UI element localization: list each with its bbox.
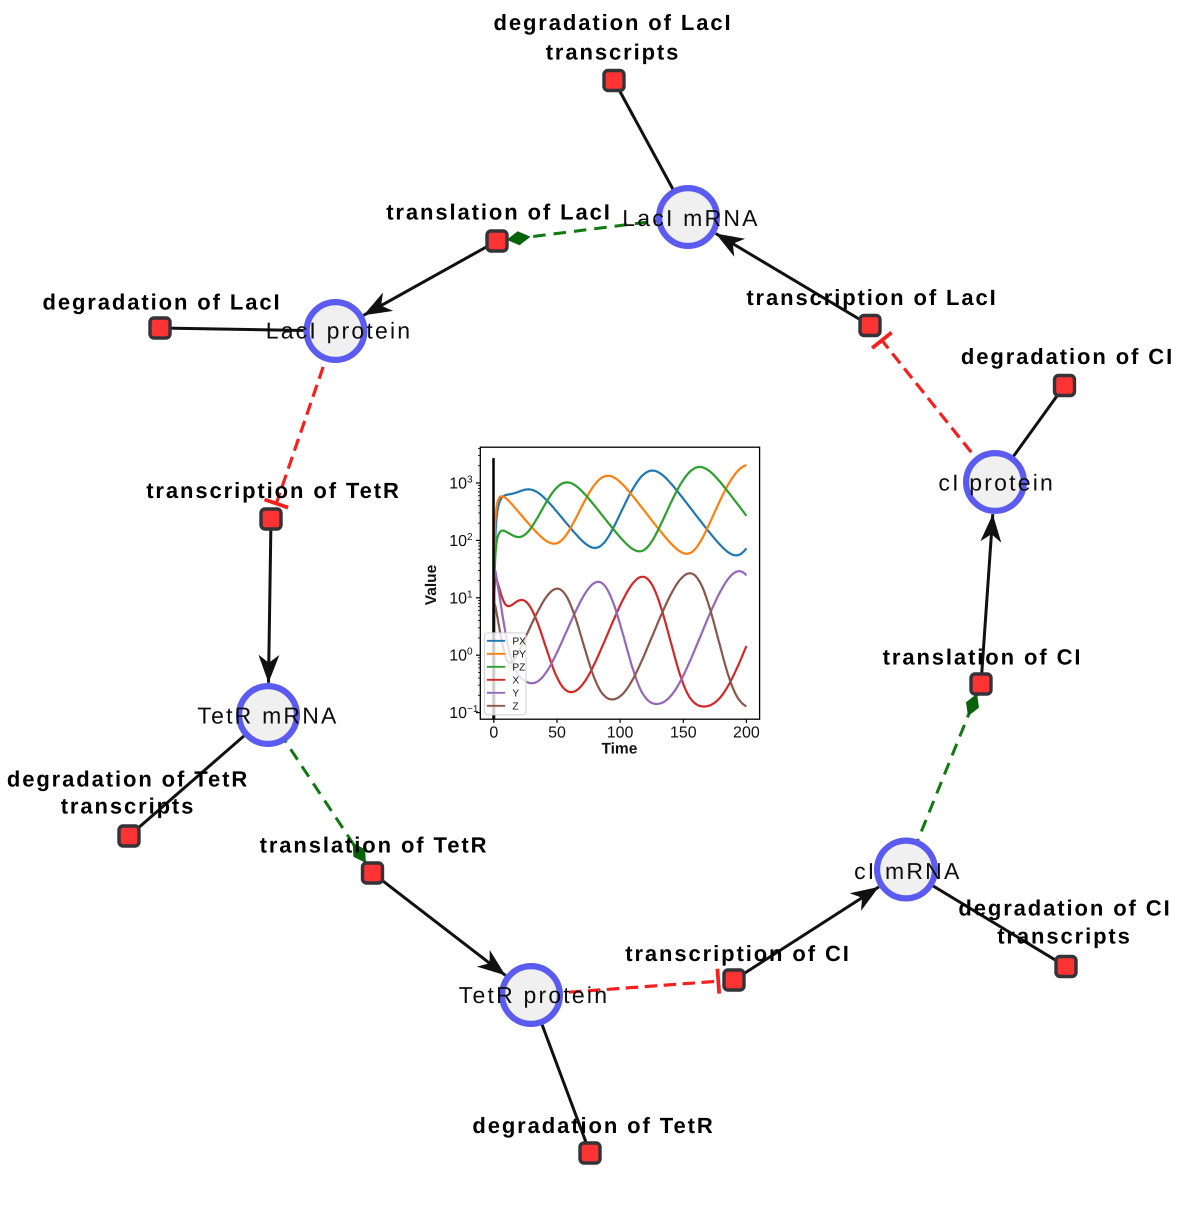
svg-text:Value: Value xyxy=(423,564,440,605)
svg-text:−1: −1 xyxy=(467,704,479,715)
svg-text:transcription of CI: transcription of CI xyxy=(625,941,851,966)
svg-text:degradation of TetR: degradation of TetR xyxy=(472,1113,714,1138)
svg-text:LacI mRNA: LacI mRNA xyxy=(622,205,759,231)
svg-text:TetR protein: TetR protein xyxy=(459,982,609,1008)
svg-text:0: 0 xyxy=(467,647,473,658)
svg-text:translation of CI: translation of CI xyxy=(883,645,1083,670)
svg-text:TetR mRNA: TetR mRNA xyxy=(197,703,338,729)
svg-text:10: 10 xyxy=(449,476,467,493)
svg-text:transcripts: transcripts xyxy=(61,794,196,819)
svg-text:PZ: PZ xyxy=(512,662,525,673)
svg-text:degradation of LacI: degradation of LacI xyxy=(493,10,732,35)
svg-text:Z: Z xyxy=(512,701,518,712)
svg-text:PY: PY xyxy=(512,649,526,660)
svg-text:transcription of LacI: transcription of LacI xyxy=(746,285,997,310)
svg-text:10: 10 xyxy=(449,590,467,607)
svg-text:0: 0 xyxy=(489,725,498,742)
svg-text:degradation of CI: degradation of CI xyxy=(958,896,1171,921)
svg-text:transcripts: transcripts xyxy=(546,40,681,65)
svg-text:10: 10 xyxy=(449,705,467,722)
svg-text:cI protein: cI protein xyxy=(938,470,1055,496)
svg-text:degradation of LacI: degradation of LacI xyxy=(42,290,281,315)
svg-text:PX: PX xyxy=(512,636,526,647)
svg-text:10: 10 xyxy=(449,533,467,550)
svg-text:100: 100 xyxy=(607,725,634,742)
svg-text:X: X xyxy=(512,675,519,686)
svg-text:Y: Y xyxy=(512,688,519,699)
svg-text:transcripts: transcripts xyxy=(997,924,1132,949)
svg-text:degradation of TetR: degradation of TetR xyxy=(7,767,249,792)
svg-text:200: 200 xyxy=(733,725,760,742)
svg-text:1: 1 xyxy=(467,589,473,600)
svg-text:translation of TetR: translation of TetR xyxy=(260,833,489,858)
svg-text:cI mRNA: cI mRNA xyxy=(854,858,961,884)
svg-text:150: 150 xyxy=(670,725,697,742)
svg-text:2: 2 xyxy=(467,532,473,543)
svg-text:degradation of CI: degradation of CI xyxy=(961,344,1174,369)
svg-text:Time: Time xyxy=(601,741,637,758)
svg-text:translation of LacI: translation of LacI xyxy=(386,200,612,225)
svg-text:10: 10 xyxy=(449,648,467,665)
svg-text:LacI protein: LacI protein xyxy=(266,318,413,344)
svg-text:3: 3 xyxy=(467,475,473,486)
svg-text:transcription of TetR: transcription of TetR xyxy=(146,478,401,503)
svg-text:50: 50 xyxy=(548,725,566,742)
